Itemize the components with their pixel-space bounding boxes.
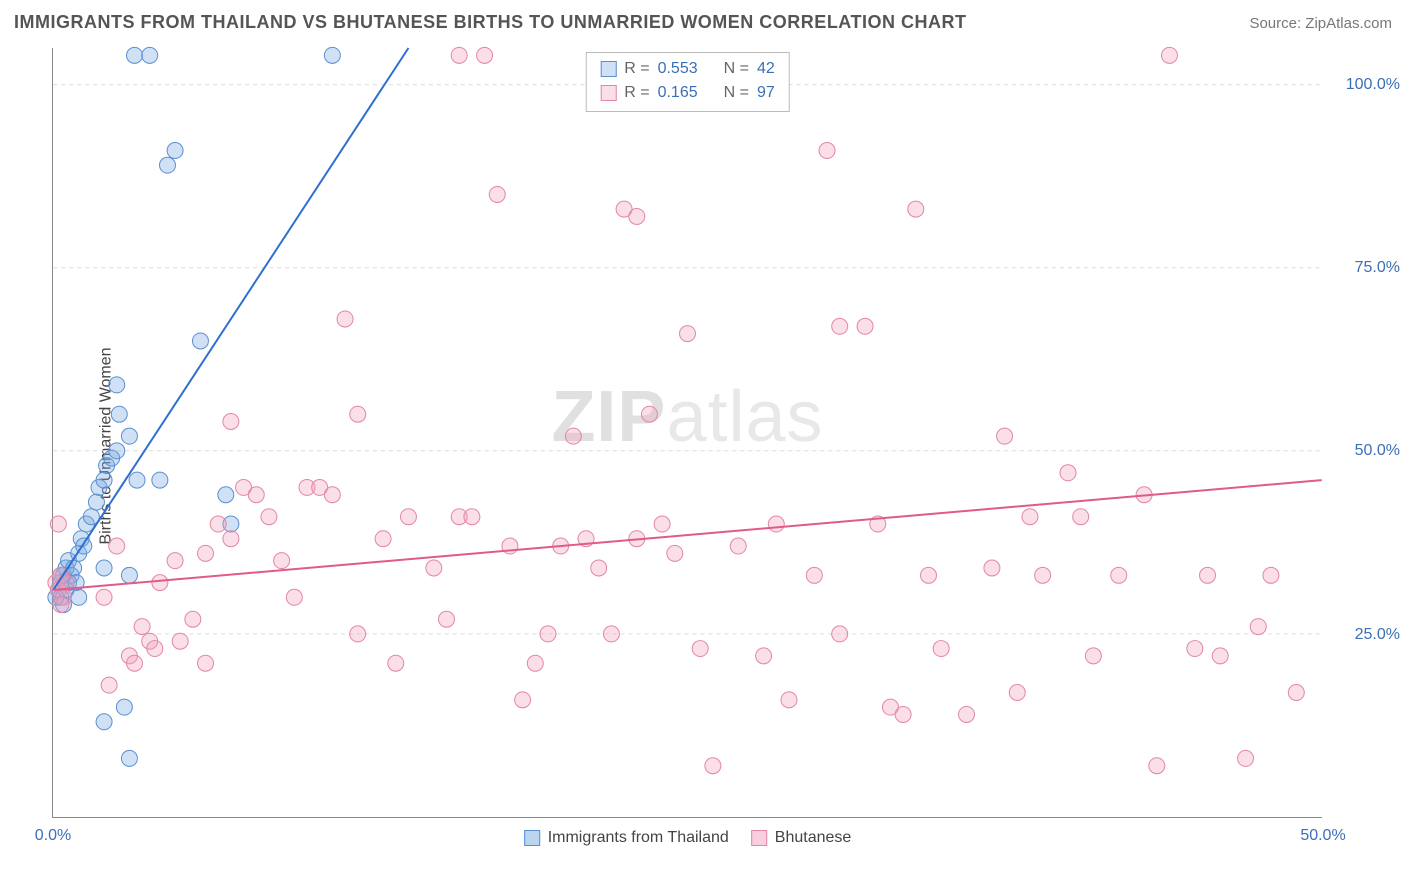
swatch-thailand-icon	[524, 830, 540, 846]
legend-item-thailand: Immigrants from Thailand	[524, 829, 729, 847]
legend-label-bhutanese: Bhutanese	[775, 829, 852, 847]
chart-title: IMMIGRANTS FROM THAILAND VS BHUTANESE BI…	[14, 12, 966, 33]
x-tick-label: 0.0%	[35, 827, 71, 845]
chart-source: Source: ZipAtlas.com	[1249, 15, 1392, 32]
r-value-thailand: 0.553	[658, 60, 698, 78]
correlation-legend: R = 0.553 N = 42 R = 0.165 N = 97	[585, 52, 790, 112]
swatch-bhutanese	[600, 85, 616, 101]
chart-header: IMMIGRANTS FROM THAILAND VS BHUTANESE BI…	[14, 12, 1392, 33]
swatch-bhutanese-icon	[751, 830, 767, 846]
y-tick-label: 100.0%	[1346, 76, 1400, 94]
swatch-thailand	[600, 61, 616, 77]
n-value-bhutanese: 97	[757, 84, 775, 102]
series-legend: Immigrants from Thailand Bhutanese	[524, 829, 852, 847]
legend-label-thailand: Immigrants from Thailand	[548, 829, 729, 847]
legend-row-thailand: R = 0.553 N = 42	[600, 57, 775, 81]
plot-area: ZIPatlas R = 0.553 N = 42 R = 0.165 N = …	[52, 48, 1322, 818]
n-value-thailand: 42	[757, 60, 775, 78]
y-tick-label: 75.0%	[1355, 259, 1400, 277]
y-tick-label: 50.0%	[1355, 442, 1400, 460]
y-tick-label: 25.0%	[1355, 626, 1400, 644]
legend-item-bhutanese: Bhutanese	[751, 829, 852, 847]
chart-svg	[53, 48, 1322, 817]
x-tick-label: 50.0%	[1300, 827, 1345, 845]
legend-row-bhutanese: R = 0.165 N = 97	[600, 81, 775, 105]
r-value-bhutanese: 0.165	[658, 84, 698, 102]
